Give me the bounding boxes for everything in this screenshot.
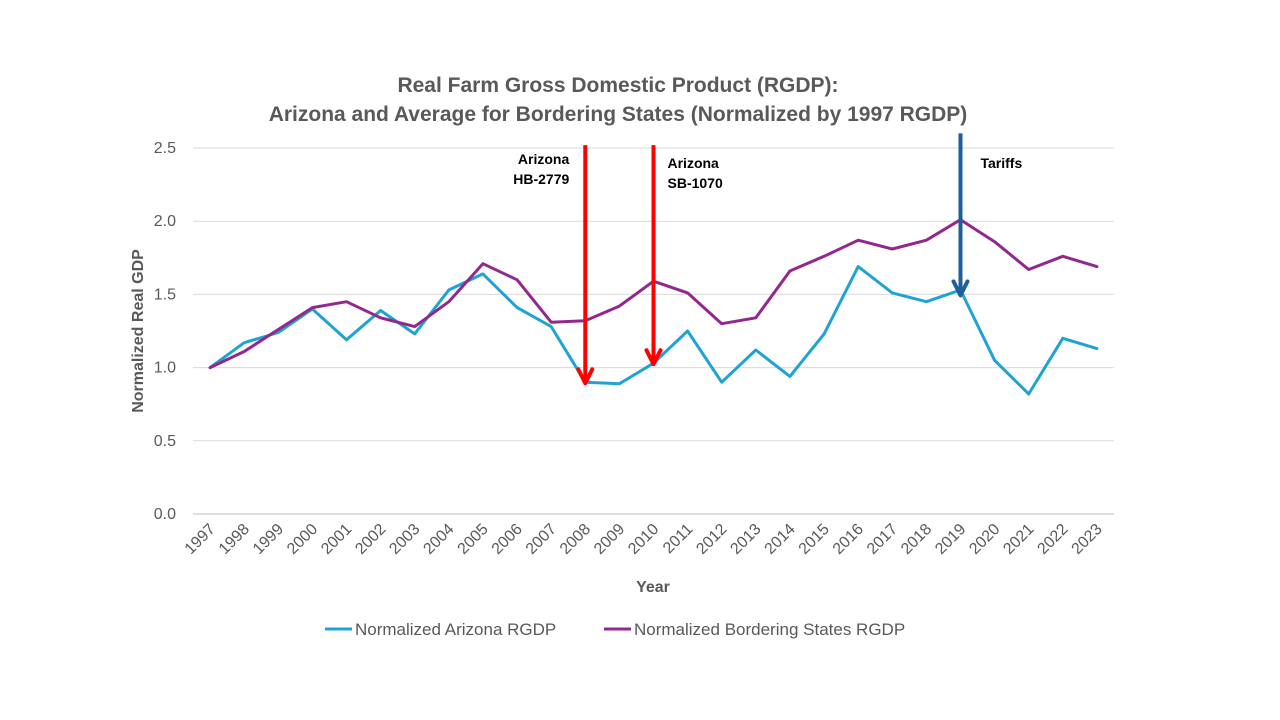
y-axis-title: Normalized Real GDP <box>130 249 147 413</box>
x-tick-label: 1997 <box>182 521 219 558</box>
chart-title-line-2: Arizona and Average for Bordering States… <box>269 103 968 126</box>
x-tick-label: 1999 <box>250 521 287 558</box>
x-tick-label: 2006 <box>489 521 526 558</box>
x-tick-label: 2000 <box>284 521 321 558</box>
x-tick-label: 2017 <box>864 521 901 558</box>
x-tick-label: 2011 <box>660 521 696 557</box>
y-tick-label: 1.5 <box>154 286 176 303</box>
x-tick-label: 2021 <box>1000 521 1037 558</box>
y-tick-label: 2.0 <box>154 213 176 230</box>
x-tick-label: 2013 <box>727 521 764 558</box>
x-tick-label: 2019 <box>932 521 969 558</box>
y-tick-label: 0.0 <box>154 506 176 523</box>
y-axis-ticks: 0.0 0.5 1.0 1.5 2.0 2.5 <box>154 140 176 523</box>
x-tick-label: 2023 <box>1069 521 1106 558</box>
x-tick-label: 2022 <box>1034 521 1071 558</box>
x-tick-label: 2010 <box>625 521 662 558</box>
y-tick-label: 1.0 <box>154 360 176 377</box>
annotation-label: Tariffs <box>981 155 1023 171</box>
annotation-arrowhead-2 <box>951 279 970 298</box>
annotation-arrowhead-1 <box>644 348 663 367</box>
annotation-label: Arizona <box>518 151 570 167</box>
y-tick-label: 2.5 <box>154 140 176 157</box>
x-tick-label: 2020 <box>966 521 1003 558</box>
x-tick-label: 2007 <box>523 521 560 558</box>
x-tick-label: 2016 <box>830 521 867 558</box>
x-tick-label: 2009 <box>591 521 628 558</box>
chart-title-line-1: Real Farm Gross Domestic Product (RGDP): <box>397 74 838 97</box>
y-tick-label: 0.5 <box>154 433 176 450</box>
x-tick-label: 2004 <box>420 521 457 558</box>
annotations: Arizona HB-2779 Arizona SB-1070 Tariffs <box>513 133 1023 386</box>
x-tick-label: 2005 <box>455 521 492 558</box>
x-tick-label: 2012 <box>693 521 730 558</box>
x-tick-label: 1998 <box>216 521 253 558</box>
x-axis-title: Year <box>636 579 670 596</box>
x-tick-label: 2008 <box>557 521 594 558</box>
annotation-label: Arizona <box>668 155 720 171</box>
x-tick-label: 2014 <box>762 521 799 558</box>
annotation-arrowhead-0 <box>576 367 595 386</box>
x-tick-label: 2018 <box>898 521 935 558</box>
legend-label-arizona: Normalized Arizona RGDP <box>355 620 556 639</box>
x-axis-ticks: 1997199819992000200120022003200420052006… <box>182 521 1106 558</box>
annotation-label: SB-1070 <box>668 175 723 191</box>
x-tick-label: 2001 <box>318 521 355 558</box>
x-tick-label: 2002 <box>352 521 389 558</box>
legend-label-bordering-states: Normalized Bordering States RGDP <box>634 620 905 639</box>
x-tick-label: 2003 <box>386 521 423 558</box>
x-tick-label: 2015 <box>796 521 833 558</box>
annotation-label: HB-2779 <box>513 171 569 187</box>
legend: Normalized Arizona RGDP Normalized Borde… <box>325 620 905 639</box>
